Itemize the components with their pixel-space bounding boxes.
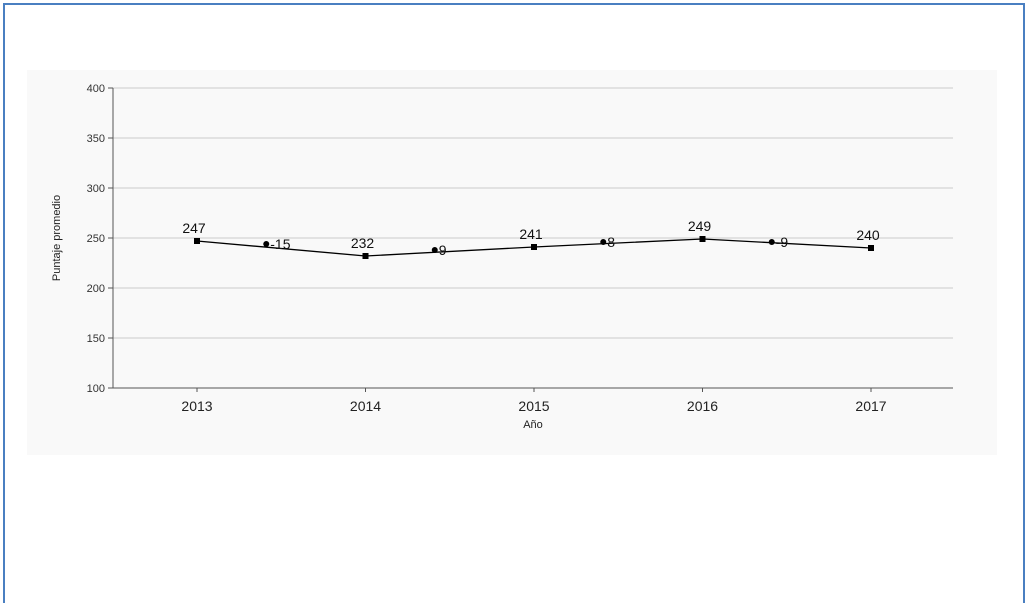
y-tick-label: 350 (87, 133, 105, 145)
data-point-2015 (531, 244, 537, 250)
x-tick-label: 2013 (181, 398, 212, 414)
difference-marker (768, 239, 775, 245)
difference-marker (431, 247, 438, 253)
x-tick-label: 2015 (518, 398, 549, 414)
data-point-2014 (362, 253, 369, 259)
difference-label: -15 (270, 236, 290, 252)
y-tick-label: 150 (87, 333, 105, 345)
data-label: 249 (688, 218, 712, 234)
data-points: 247 232 241 249 240 (182, 218, 880, 259)
y-tick-label: 200 (87, 283, 105, 295)
data-label: 241 (519, 226, 543, 242)
y-tick-label: 400 (87, 83, 105, 95)
difference-label: -9 (776, 234, 789, 250)
data-label: 232 (351, 235, 375, 251)
y-tick-label: 300 (87, 183, 105, 195)
x-tick-label: 2016 (687, 398, 718, 414)
y-tick-labels: 100 150 200 250 300 350 400 (87, 83, 113, 395)
x-tick-labels: 2013 2014 2015 2016 2017 (181, 388, 887, 414)
difference-label: 8 (607, 234, 615, 250)
x-tick-label: 2014 (350, 398, 381, 414)
grid-lines (113, 87, 953, 389)
y-axis-title: Puntaje promedio (51, 195, 63, 281)
y-tick-label: 100 (87, 383, 105, 395)
difference-marker (600, 239, 607, 245)
data-point-2017 (868, 245, 874, 251)
plot-background (27, 70, 997, 455)
data-point-2013 (194, 238, 200, 244)
y-tick-label: 250 (87, 233, 105, 245)
data-label: 240 (856, 227, 880, 243)
difference-marker (263, 241, 270, 247)
data-label: 247 (182, 220, 206, 236)
difference-markers: -15 9 8 -9 (263, 234, 788, 258)
x-axis-title: Año (523, 419, 543, 431)
x-tick-label: 2017 (855, 398, 886, 414)
difference-label: 9 (439, 242, 447, 258)
data-point-2016 (699, 236, 706, 242)
